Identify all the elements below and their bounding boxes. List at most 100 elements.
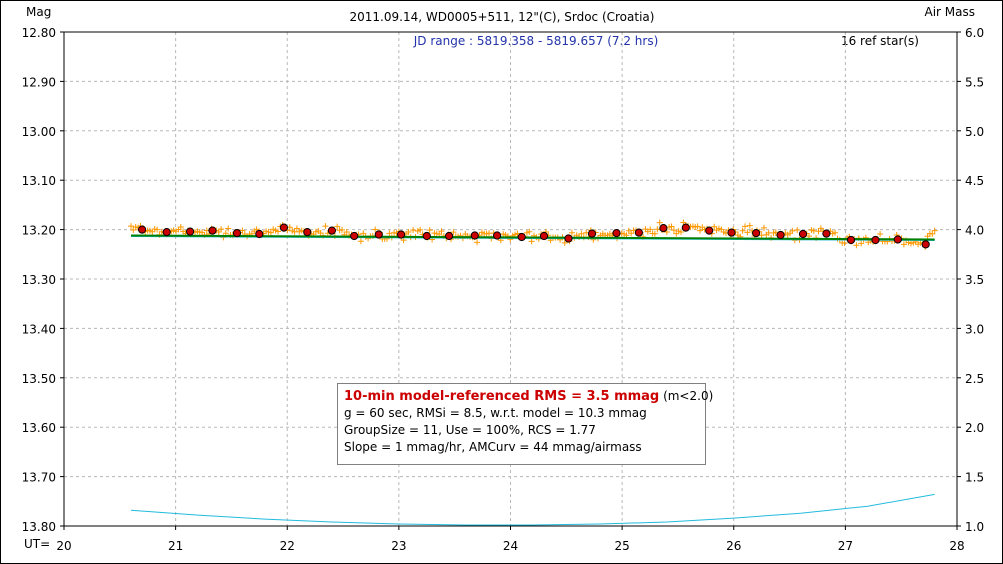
- data-point-plus: [711, 223, 718, 230]
- binned-point: [822, 229, 831, 238]
- binned-point: [186, 227, 195, 236]
- x-tick-label: 25: [614, 539, 629, 553]
- data-point-plus: [410, 227, 417, 234]
- binned-point: [681, 223, 690, 232]
- binned-point: [303, 228, 312, 237]
- x-tick-label: 27: [838, 539, 853, 553]
- stats-box: 10-min model-referenced RMS = 3.5 mmag (…: [337, 383, 713, 465]
- x-tick-label: 22: [280, 539, 295, 553]
- data-marks: [128, 219, 938, 526]
- stats-line-3: GroupSize = 11, Use = 100%, RCS = 1.77: [344, 423, 596, 437]
- data-point-plus: [218, 226, 225, 233]
- y-right-tick-label: 4.5: [965, 174, 984, 188]
- data-point-plus: [761, 224, 767, 231]
- data-point-plus: [742, 223, 748, 230]
- y-left-tick-label: 13.20: [22, 224, 56, 238]
- right-axis-label: Air Mass: [924, 5, 975, 19]
- binned-point: [138, 225, 147, 234]
- y-right-tick-label: 6.0: [965, 26, 984, 40]
- stats-line-4: Slope = 1 mmag/hr, AMCurv = 44 mmag/airm…: [344, 440, 642, 454]
- y-right-tick-label: 3.0: [965, 322, 984, 336]
- data-point-plus: [656, 219, 663, 226]
- data-point-plus: [670, 227, 677, 234]
- stats-line-2: g = 60 sec, RMSi = 8.5, w.r.t. model = 1…: [344, 406, 647, 420]
- data-point-plus: [697, 227, 703, 234]
- data-point-plus: [561, 239, 568, 246]
- y-right-tick-label: 3.5: [965, 273, 984, 287]
- rms-headline: 10-min model-referenced RMS = 3.5 mmag: [344, 389, 660, 404]
- x-axis-label: UT=: [24, 537, 50, 551]
- x-tick-label: 20: [56, 539, 71, 553]
- data-point-plus: [578, 230, 585, 237]
- x-tick-label: 24: [503, 539, 518, 553]
- y-right-tick-label: 1.0: [965, 520, 984, 534]
- data-point-plus: [668, 223, 675, 230]
- binned-point: [445, 231, 454, 241]
- data-point-plus: [739, 227, 746, 234]
- data-point-plus: [877, 231, 884, 237]
- x-tick-label: 23: [391, 539, 406, 553]
- y-left-tick-label: 13.70: [22, 471, 56, 485]
- data-point-plus: [293, 225, 300, 232]
- data-point-plus: [526, 228, 533, 235]
- data-point-plus: [858, 240, 865, 247]
- y-right-tick-label: 2.0: [965, 421, 984, 435]
- binned-point: [232, 229, 242, 238]
- data-point-plus: [239, 227, 246, 234]
- binned-point: [921, 240, 930, 249]
- binned-point: [587, 229, 597, 238]
- data-point-plus: [267, 229, 274, 236]
- data-point-plus: [789, 227, 796, 234]
- binned-point: [493, 231, 502, 240]
- y-left-tick-label: 13.50: [22, 372, 56, 386]
- y-left-tick-label: 13.30: [22, 273, 56, 287]
- binned-point: [634, 228, 644, 237]
- data-point-plus: [225, 225, 232, 232]
- grid-lines: [64, 32, 957, 526]
- y-left-tick-label: 13.60: [22, 421, 56, 435]
- rms-condition: (m<2.0): [659, 389, 714, 403]
- data-point-plus: [426, 227, 433, 234]
- binned-point: [208, 226, 217, 235]
- data-point-plus: [322, 223, 329, 230]
- data-point-plus: [746, 222, 753, 229]
- data-point-plus: [647, 226, 654, 233]
- binned-point: [397, 230, 406, 239]
- data-point-plus: [568, 229, 575, 236]
- data-point-plus: [654, 226, 661, 233]
- ref-stars-label: 16 ref star(s): [841, 34, 919, 48]
- x-tick-label: 28: [949, 539, 964, 553]
- binned-point: [350, 231, 359, 241]
- data-point-plus: [678, 229, 684, 235]
- data-point-plus: [651, 230, 658, 237]
- binned-point: [327, 226, 336, 235]
- data-point-plus: [929, 230, 936, 237]
- binned-point: [470, 231, 479, 240]
- data-point-plus: [417, 226, 424, 233]
- data-point-plus: [357, 238, 364, 245]
- y-right-tick-label: 2.5: [965, 372, 984, 386]
- binned-point: [374, 230, 383, 239]
- y-left-tick-label: 13.40: [22, 322, 56, 336]
- data-point-plus: [853, 242, 860, 249]
- plot-area-border: [63, 31, 958, 527]
- y-left-tick-label: 13.00: [22, 125, 56, 139]
- binned-point: [255, 229, 264, 239]
- data-point-plus: [405, 229, 412, 235]
- y-right-tick-label: 4.0: [965, 224, 984, 238]
- model-line: [130, 234, 935, 241]
- binned-point: [517, 232, 526, 242]
- y-left-tick-label: 13.80: [22, 520, 56, 534]
- y-right-tick-label: 1.5: [965, 471, 984, 485]
- x-tick-label: 21: [168, 539, 183, 553]
- binned-point: [612, 229, 621, 238]
- data-point-plus: [128, 223, 134, 230]
- left-axis-label: Mag: [26, 5, 51, 19]
- y-right-tick-label: 5.5: [965, 75, 984, 89]
- data-point-plus: [931, 227, 938, 234]
- data-point-plus: [438, 228, 445, 235]
- data-point-plus: [372, 226, 379, 233]
- data-point-plus: [900, 241, 907, 248]
